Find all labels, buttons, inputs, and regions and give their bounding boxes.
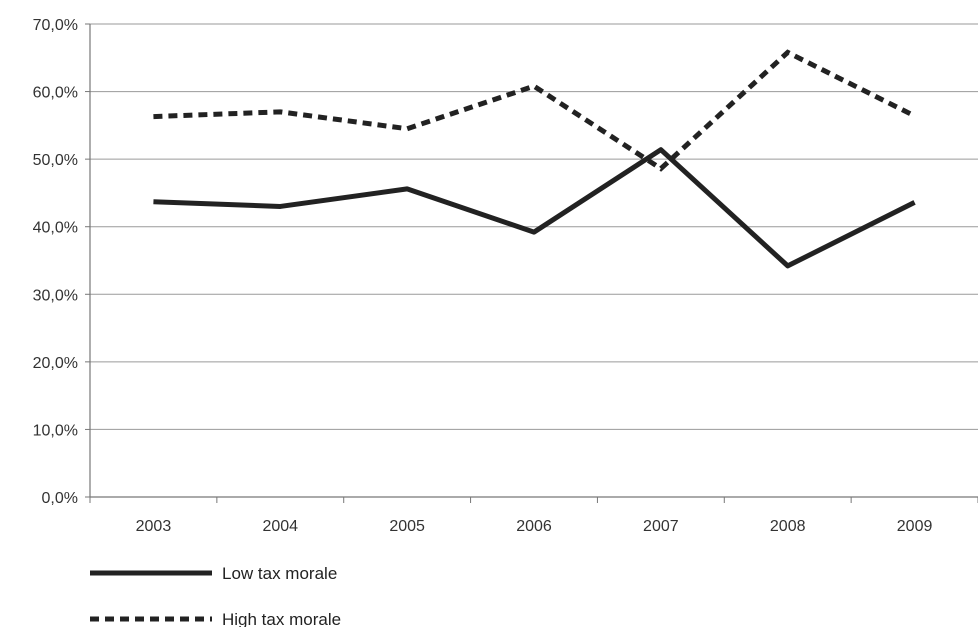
- y-tick-label: 20,0%: [33, 355, 78, 372]
- y-tick-label: 50,0%: [33, 152, 78, 169]
- x-tick-label: 2007: [643, 518, 679, 535]
- x-tick-label: 2009: [897, 518, 933, 535]
- x-tick-label: 2008: [770, 518, 806, 535]
- y-tick-label: 0,0%: [42, 490, 78, 507]
- y-tick-label: 10,0%: [33, 422, 78, 439]
- axes: [85, 23, 978, 503]
- legend-label: High tax morale: [222, 610, 341, 627]
- x-tick-label: 2006: [516, 518, 552, 535]
- y-tick-label: 30,0%: [33, 287, 78, 304]
- y-tick-label: 40,0%: [33, 220, 78, 237]
- x-tick-label: 2003: [136, 518, 172, 535]
- gridlines: [90, 23, 978, 430]
- series-lines: [153, 49, 916, 269]
- y-tick-label: 60,0%: [33, 85, 78, 102]
- x-tick-labels: 2003 2004 2005 2006 2007 2008 2009: [136, 518, 933, 535]
- series-line-high-tax-morale: [153, 49, 916, 172]
- y-tick-labels: 0,0% 10,0% 20,0% 30,0% 40,0% 50,0% 60,0% 70,0%: [33, 17, 78, 507]
- series-line-low-tax-morale: [153, 147, 916, 269]
- x-tick-label: 2005: [389, 518, 425, 535]
- legend: Low tax morale High tax morale: [90, 564, 341, 627]
- x-tick-label: 2004: [262, 518, 298, 535]
- legend-label: Low tax morale: [222, 564, 337, 583]
- y-tick-label: 70,0%: [33, 17, 78, 34]
